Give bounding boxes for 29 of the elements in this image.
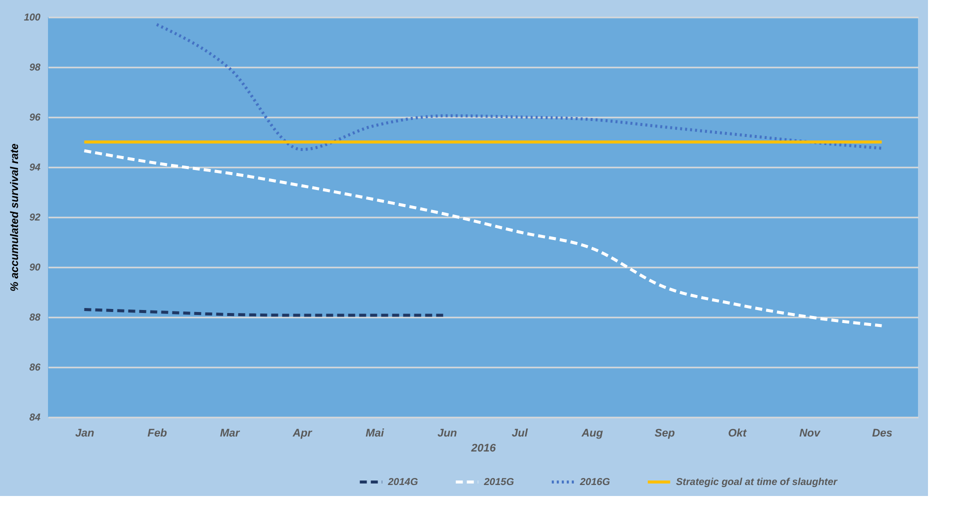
legend-label: 2016G bbox=[579, 477, 610, 488]
y-tick-label: 94 bbox=[29, 162, 41, 174]
legend-label: Strategic goal at time of slaughter bbox=[676, 477, 838, 488]
x-tick-label: Jun bbox=[437, 428, 458, 440]
x-tick-label: Mar bbox=[220, 428, 240, 440]
legend-label: 2014G bbox=[387, 477, 418, 488]
x-tick-label: Nov bbox=[799, 428, 822, 440]
y-tick-label: 98 bbox=[29, 62, 41, 74]
y-tick-label: 90 bbox=[29, 262, 41, 274]
y-tick-label: 88 bbox=[29, 312, 41, 324]
y-tick-label: 100 bbox=[24, 12, 41, 24]
x-tick-label: Sep bbox=[654, 428, 676, 440]
y-tick-label: 86 bbox=[29, 362, 41, 374]
line-series bbox=[82, 149, 884, 328]
x-tick-label: Apr bbox=[292, 428, 312, 440]
x-tick-label: Jul bbox=[512, 428, 529, 440]
x-tick-label: Jan bbox=[75, 428, 94, 440]
line-series bbox=[155, 23, 884, 151]
x-axis-title: 2016 bbox=[470, 442, 497, 454]
y-tick-label: 84 bbox=[29, 412, 41, 424]
x-tick-label: Feb bbox=[147, 428, 168, 440]
y-tick-label: 92 bbox=[29, 212, 41, 224]
legend-label: 2015G bbox=[483, 477, 514, 488]
x-tick-label: Aug bbox=[580, 428, 604, 440]
x-tick-label: Okt bbox=[728, 428, 748, 440]
x-tick-label: Mai bbox=[366, 428, 385, 440]
y-tick-label: 96 bbox=[29, 112, 41, 124]
x-tick-label: Des bbox=[872, 428, 892, 440]
y-axis-title: % accumulated survival rate bbox=[8, 144, 21, 292]
